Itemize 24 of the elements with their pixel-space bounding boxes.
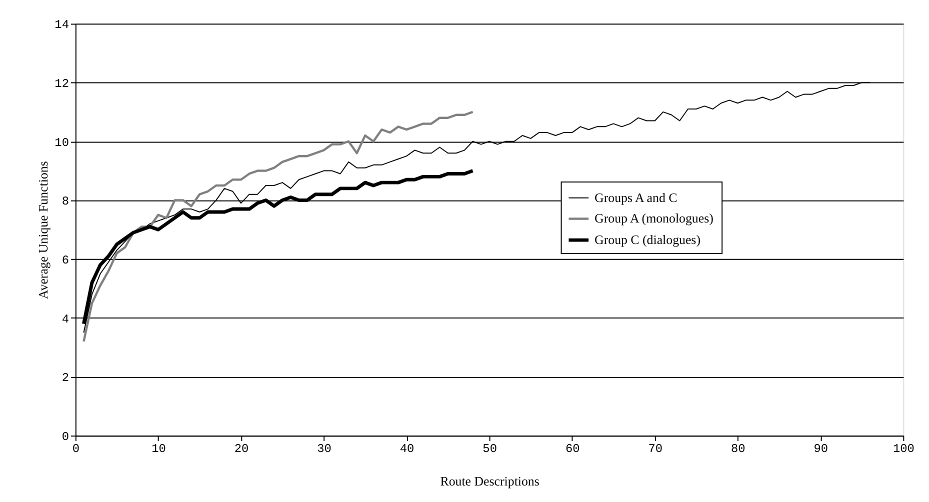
x-tick-label: 70	[648, 442, 663, 456]
y-tick-label: 10	[54, 136, 69, 150]
x-axis-title: Route Descriptions	[440, 474, 540, 489]
y-tick-label: 4	[62, 312, 69, 326]
x-tick-label: 80	[730, 442, 746, 456]
y-tick-label: 2	[62, 371, 69, 386]
x-tick-label: 20	[234, 442, 249, 456]
y-tick-label: 6	[62, 254, 69, 268]
x-tick-label: 0	[72, 442, 80, 456]
x-tick-label: 90	[814, 442, 828, 456]
legend-label: Group A (monologues)	[594, 212, 714, 226]
y-tick-label: 8	[62, 194, 69, 209]
x-tick-label: 50	[482, 442, 497, 456]
y-tick-label: 14	[54, 18, 69, 32]
y-axis-title: Average Unique Functions	[36, 161, 51, 300]
x-tick-label: 30	[317, 442, 332, 456]
y-tick-label: 12	[54, 76, 69, 91]
x-tick-label: 10	[152, 442, 166, 456]
x-tick-label: 60	[565, 442, 580, 456]
x-tick-label: 100	[892, 442, 914, 456]
x-tick-label: 40	[400, 442, 414, 456]
y-tick-label: 0	[62, 430, 69, 444]
legend-label: Group C (dialogues)	[594, 233, 701, 248]
legend-label: Groups A and C	[594, 190, 678, 205]
